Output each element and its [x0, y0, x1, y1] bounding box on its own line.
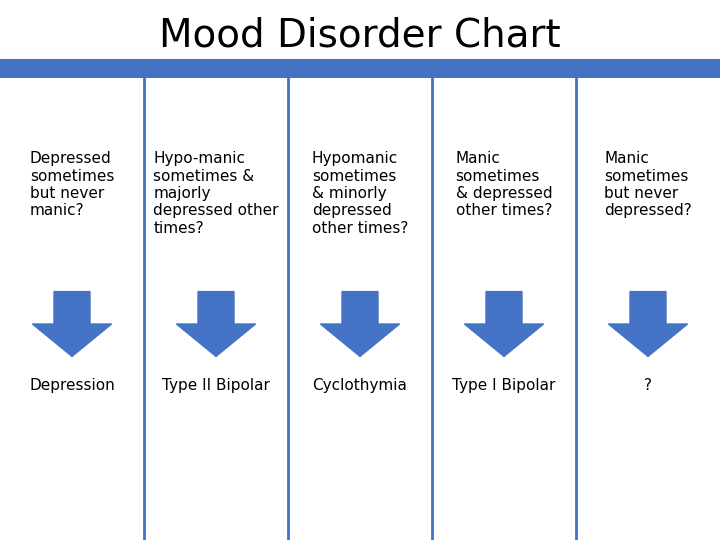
Text: Cyclothymia: Cyclothymia	[312, 378, 408, 393]
Text: ?: ?	[644, 378, 652, 393]
Text: Type II Bipolar: Type II Bipolar	[162, 378, 270, 393]
Text: Hypo-manic
sometimes &
majorly
depressed other
times?: Hypo-manic sometimes & majorly depressed…	[153, 151, 279, 236]
Text: Mood Disorder Chart: Mood Disorder Chart	[159, 16, 561, 54]
Polygon shape	[320, 292, 400, 356]
Bar	[0, 59, 720, 78]
Text: Type I Bipolar: Type I Bipolar	[452, 378, 556, 393]
Text: Manic
sometimes
& depressed
other times?: Manic sometimes & depressed other times?	[456, 151, 552, 218]
Polygon shape	[32, 292, 112, 356]
Polygon shape	[464, 292, 544, 356]
Text: Depressed
sometimes
but never
manic?: Depressed sometimes but never manic?	[30, 151, 114, 218]
Text: Depression: Depression	[29, 378, 115, 393]
Polygon shape	[176, 292, 256, 356]
Polygon shape	[608, 292, 688, 356]
Text: Hypomanic
sometimes
& minorly
depressed
other times?: Hypomanic sometimes & minorly depressed …	[312, 151, 408, 236]
Text: Manic
sometimes
but never
depressed?: Manic sometimes but never depressed?	[604, 151, 692, 218]
